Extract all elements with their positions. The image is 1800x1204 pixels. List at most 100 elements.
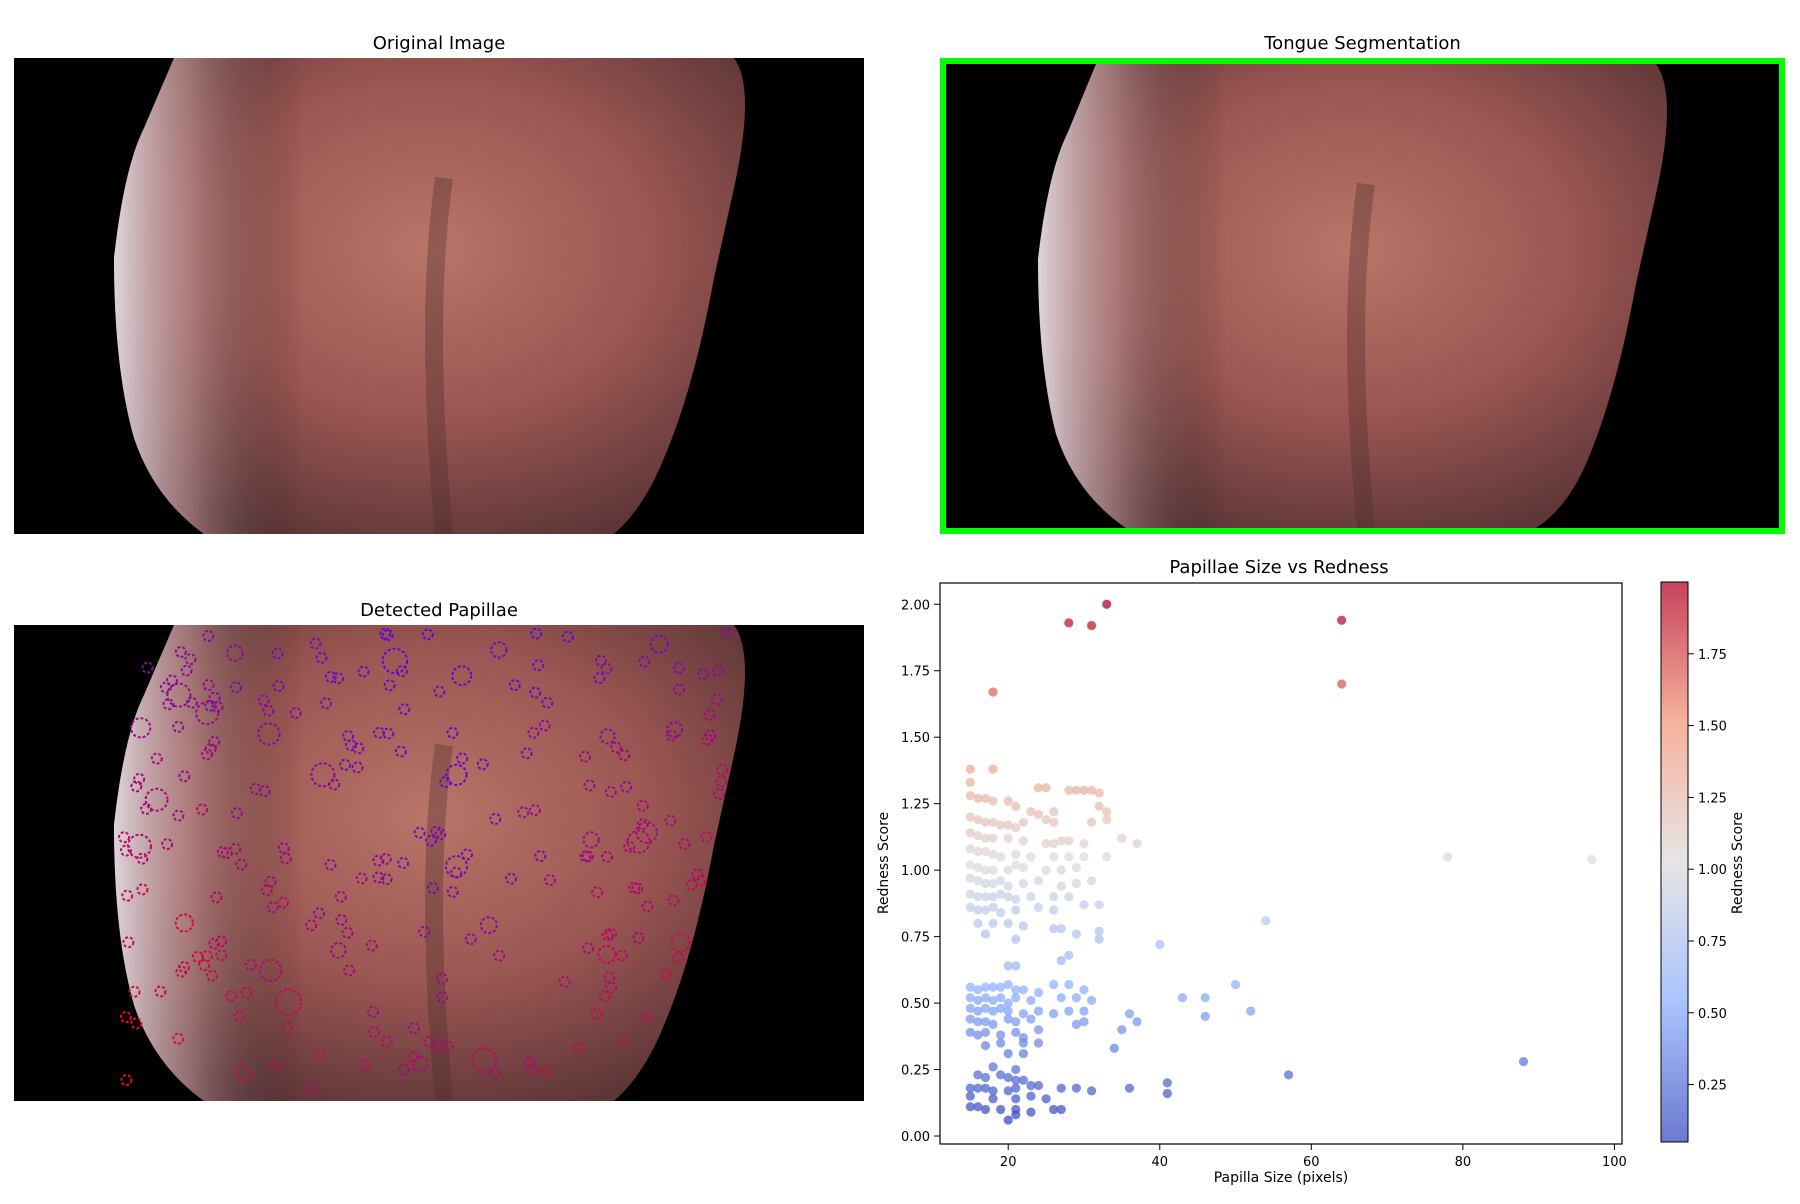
scatter-point: [988, 982, 998, 992]
papilla-marker: [208, 735, 221, 748]
scatter-point: [973, 1102, 983, 1112]
scatter-point: [1003, 865, 1013, 875]
scatter-point: [1518, 1056, 1529, 1067]
papilla-marker: [610, 741, 623, 754]
chart-title: Papillae Size vs Redness: [1169, 557, 1388, 578]
papilla-marker: [628, 881, 641, 894]
papilla-marker: [446, 726, 459, 739]
scatter-point: [1026, 1014, 1036, 1024]
scatter-point: [973, 905, 983, 915]
y-tick-label: 0.25: [901, 1064, 930, 1079]
papilla-marker: [605, 928, 618, 941]
scatter-point: [1003, 1072, 1013, 1083]
y-tick-label: 1.00: [901, 864, 930, 879]
papilla-marker: [445, 763, 468, 786]
scatter-point: [1033, 1038, 1044, 1048]
papilla-marker: [381, 647, 409, 675]
papilla-marker: [704, 729, 717, 742]
papilla-marker: [172, 1032, 185, 1045]
scatter-point: [1018, 921, 1028, 931]
scatter-point: [1003, 918, 1013, 928]
papilla-marker: [581, 850, 594, 863]
scatter-point: [1079, 1006, 1089, 1016]
scatter-point: [988, 817, 998, 827]
papilla-marker: [529, 686, 542, 699]
scatter-point: [988, 892, 998, 902]
scatter-point: [973, 830, 983, 841]
papilla-marker: [665, 729, 678, 742]
papilla-marker: [638, 655, 651, 668]
scatter-point: [988, 918, 998, 928]
scatter-point: [1230, 979, 1241, 990]
papilla-marker: [672, 952, 685, 965]
papilla-marker: [271, 647, 284, 660]
scatter-point: [1011, 905, 1021, 915]
papilla-marker: [423, 1035, 436, 1048]
x-tick-label: 80: [1455, 1155, 1472, 1170]
scatter-point: [1117, 1025, 1127, 1035]
scatter-point: [988, 1086, 998, 1096]
scatter-point: [1102, 599, 1112, 609]
scatter-point: [1056, 881, 1066, 891]
scatter-point: [973, 1070, 983, 1080]
papilla-marker: [140, 802, 153, 815]
papilla-marker: [120, 1074, 133, 1087]
scatter-point: [1049, 807, 1059, 817]
scatter-point: [1443, 852, 1453, 862]
y-tick-label: 1.25: [901, 798, 930, 813]
scatter-point: [1094, 788, 1104, 798]
papilla-marker: [649, 634, 669, 654]
papilla-marker: [590, 1008, 603, 1021]
segmentation-title: Tongue Segmentation: [1264, 33, 1461, 54]
papilla-marker: [162, 698, 175, 711]
papilla-marker: [367, 1026, 380, 1039]
y-tick-label: 0.00: [901, 1130, 930, 1145]
scatter-point: [1018, 1009, 1028, 1019]
scatter-point: [1102, 807, 1112, 817]
papilla-marker: [635, 821, 658, 844]
scatter-point: [973, 876, 983, 886]
papilla-marker: [604, 785, 617, 798]
papilla-marker: [641, 900, 654, 913]
papilla-marker: [355, 872, 368, 885]
scatter-point: [988, 764, 998, 774]
scatter-point: [988, 1019, 998, 1029]
papilla-marker: [172, 720, 185, 733]
papilla-marker: [130, 1017, 143, 1030]
colorbar-tick-label: 1.25: [1698, 791, 1727, 806]
scatter-point: [1177, 993, 1188, 1003]
papilla-marker: [394, 745, 407, 758]
scatter-point: [1033, 783, 1044, 793]
papilla-marker: [678, 837, 691, 850]
papilla-marker: [632, 931, 645, 944]
scatter-point: [1003, 796, 1013, 806]
papilla-marker: [398, 703, 411, 716]
papilla-marker: [397, 1063, 410, 1076]
scatter-point: [988, 796, 998, 806]
scatter-point: [1086, 785, 1097, 795]
papilla-marker: [424, 834, 437, 847]
papilla-marker: [434, 828, 447, 841]
papilla-marker: [150, 752, 163, 765]
papilla-marker: [421, 628, 434, 641]
papilla-marker: [324, 858, 337, 871]
papilla-marker: [581, 942, 594, 955]
scatter-point: [973, 985, 983, 995]
scatter-point: [1026, 1091, 1036, 1101]
papilla-marker: [594, 654, 607, 667]
scatter-point: [1079, 985, 1089, 995]
segmentation-image: [940, 58, 1785, 534]
colorbar-tick-label: 0.75: [1698, 935, 1727, 950]
papilla-marker: [351, 761, 364, 774]
scatter-point: [996, 908, 1006, 918]
scatter-point: [965, 993, 975, 1003]
papilla-marker: [324, 670, 337, 683]
scatter-point: [980, 1104, 991, 1115]
papilla-marker: [615, 949, 628, 962]
scatter-point: [980, 1041, 991, 1051]
detected-papillae-image: [14, 625, 864, 1101]
papilla-marker: [471, 1047, 498, 1074]
scatter-point: [1079, 838, 1089, 849]
papilla-marker: [266, 901, 279, 914]
colorbar-axis: 0.25 0.50 0.75 1.00 1.25 1.50 1.75: [1688, 648, 1727, 1094]
